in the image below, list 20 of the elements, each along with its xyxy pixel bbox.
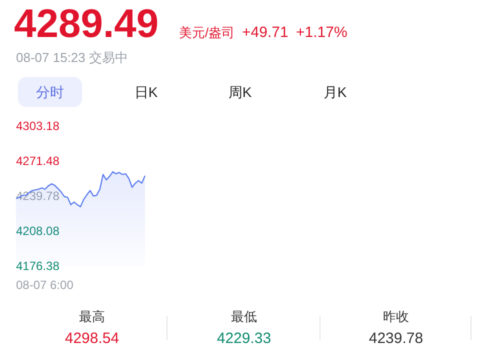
text: 最低 (231, 309, 257, 324)
y-tick-label: 4176.38 (16, 259, 60, 274)
text: 4298.54 (64, 330, 120, 347)
text: 月K (323, 84, 348, 100)
text: 日K (134, 84, 158, 100)
text: +49.71 (242, 24, 288, 41)
text: 分时 (36, 84, 64, 100)
text: 最高 (79, 309, 105, 324)
text: 周K (228, 84, 252, 100)
text: 4229.33 (216, 330, 272, 347)
text: 美元/盎司 (179, 25, 235, 40)
text: +1.17% (296, 24, 348, 41)
y-tick-label: 4208.08 (16, 224, 60, 238)
subtitle: 08-07 15:23 交易中 (16, 50, 128, 65)
text: 4239.78 (368, 330, 424, 347)
text: 昨收 (383, 309, 409, 324)
title: 4289.49 (14, 2, 159, 46)
y-tick-label: 4271.48 (16, 154, 60, 168)
text: 08-07 6:00 (16, 278, 74, 292)
y-tick-label: 4303.18 (16, 119, 60, 134)
